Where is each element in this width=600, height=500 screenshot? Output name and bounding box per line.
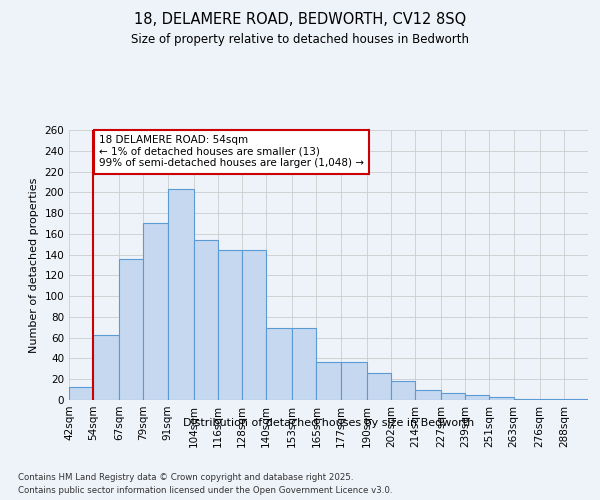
Text: 18, DELAMERE ROAD, BEDWORTH, CV12 8SQ: 18, DELAMERE ROAD, BEDWORTH, CV12 8SQ <box>134 12 466 28</box>
Bar <box>514 399 540 400</box>
Text: 18 DELAMERE ROAD: 54sqm
← 1% of detached houses are smaller (13)
99% of semi-det: 18 DELAMERE ROAD: 54sqm ← 1% of detached… <box>99 135 364 168</box>
Bar <box>316 362 341 400</box>
Text: Size of property relative to detached houses in Bedworth: Size of property relative to detached ho… <box>131 32 469 46</box>
Bar <box>242 250 266 400</box>
Bar <box>415 390 441 400</box>
Text: Contains HM Land Registry data © Crown copyright and database right 2025.: Contains HM Land Registry data © Crown c… <box>18 472 353 482</box>
Text: Distribution of detached houses by size in Bedworth: Distribution of detached houses by size … <box>183 418 475 428</box>
Bar <box>93 334 119 400</box>
Bar <box>391 382 415 400</box>
Bar <box>341 362 367 400</box>
Y-axis label: Number of detached properties: Number of detached properties <box>29 178 39 352</box>
Bar <box>441 392 465 400</box>
Bar <box>218 250 242 400</box>
Bar <box>143 224 167 400</box>
Bar <box>167 189 194 400</box>
Bar <box>540 399 564 400</box>
Bar <box>194 240 218 400</box>
Bar <box>292 328 316 400</box>
Bar <box>465 395 490 400</box>
Text: Contains public sector information licensed under the Open Government Licence v3: Contains public sector information licen… <box>18 486 392 495</box>
Bar <box>266 328 292 400</box>
Bar <box>564 399 588 400</box>
Bar <box>490 397 514 400</box>
Bar <box>69 386 93 400</box>
Bar <box>367 373 391 400</box>
Bar <box>119 259 143 400</box>
